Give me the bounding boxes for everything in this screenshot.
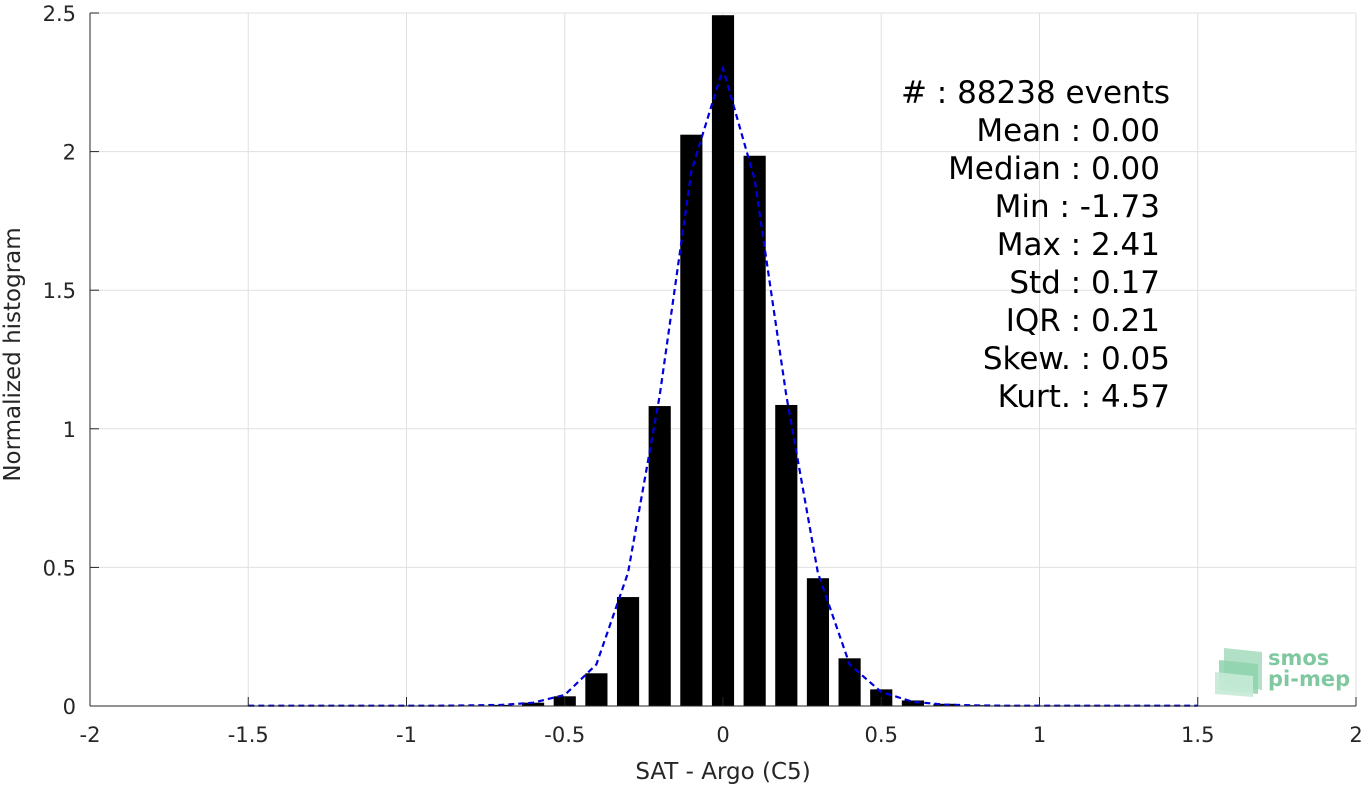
x-tick-label: 0 [716, 723, 729, 747]
histogram-bar [743, 155, 766, 706]
x-tick-labels: -2 -1.5 -1 -0.5 0 0.5 1 1.5 2 [80, 723, 1363, 747]
y-tick-label: 0 [63, 695, 76, 719]
histogram-bar [775, 404, 798, 706]
stat-mean: Mean : 0.00 [976, 113, 1160, 149]
stat-skew: Skew. : 0.05 [983, 341, 1170, 377]
logo-line2: pi-mep [1268, 667, 1350, 691]
y-tick-label: 0.5 [43, 556, 76, 580]
y-tick-label: 2.5 [43, 2, 76, 26]
histogram-bar [806, 578, 830, 706]
histogram-bar [616, 597, 640, 706]
x-tick-label: 0.5 [865, 723, 898, 747]
x-tick-label: 1 [1033, 723, 1046, 747]
x-tick-label: 2 [1349, 723, 1362, 747]
y-tick-labels: 0 0.5 1 1.5 2 2.5 [43, 2, 76, 719]
histogram-bar [901, 700, 924, 706]
x-tick-label: -0.5 [544, 723, 585, 747]
smos-pi-mep-logo: smos pi-mep [1215, 646, 1350, 697]
y-axis-label: Normalized histogram [0, 227, 26, 481]
histogram-bar [585, 673, 608, 706]
stats-annotations: # : 88238 events Mean : 0.00 Median : 0.… [901, 75, 1170, 415]
y-tick-label: 1.5 [43, 279, 76, 303]
x-tick-label: 1.5 [1181, 723, 1214, 747]
stat-iqr: IQR : 0.21 [1006, 303, 1160, 339]
stat-kurt: Kurt. : 4.57 [998, 379, 1170, 415]
logo-waves-icon [1215, 648, 1262, 697]
histogram-bar [522, 702, 545, 706]
x-tick-label: -1.5 [228, 723, 269, 747]
histogram-bar [648, 406, 671, 706]
x-tick-label: -1 [396, 723, 417, 747]
stat-std: Std : 0.17 [1009, 265, 1160, 301]
histogram-bar [711, 15, 735, 707]
y-tick-label: 2 [63, 141, 76, 165]
y-tick-label: 1 [63, 418, 76, 442]
stat-min: Min : -1.73 [995, 189, 1160, 225]
x-tick-label: -2 [80, 723, 101, 747]
x-axis-label: SAT - Argo (C5) [635, 759, 810, 785]
logo-line1: smos [1268, 646, 1329, 670]
stat-max: Max : 2.41 [997, 227, 1160, 263]
stat-median: Median : 0.00 [948, 151, 1160, 187]
stat-events: # : 88238 events [901, 75, 1170, 111]
axes [89, 12, 1357, 707]
histogram-bar [680, 134, 703, 706]
histogram-bars [237, 15, 1209, 707]
